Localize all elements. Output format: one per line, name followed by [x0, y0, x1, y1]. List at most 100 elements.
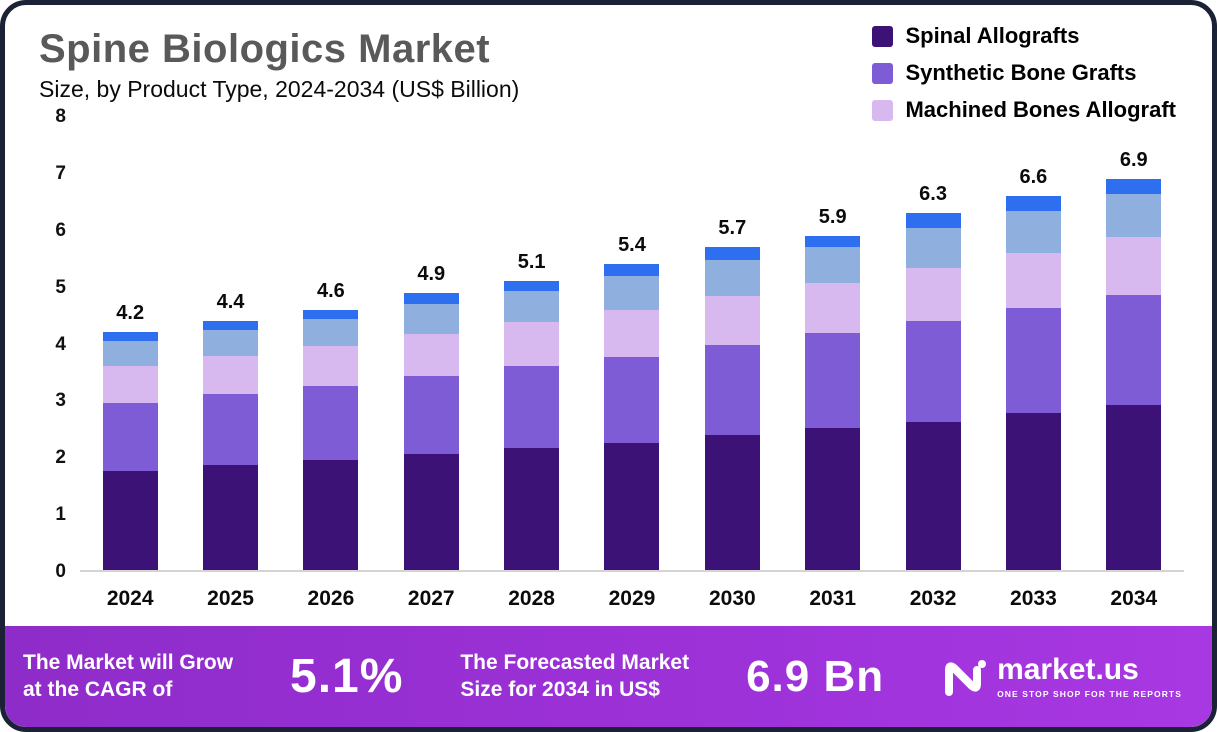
bar-segment — [203, 355, 259, 395]
legend-swatch — [872, 62, 894, 84]
bar-segment — [604, 310, 660, 357]
y-tick-label: 0 — [55, 561, 66, 582]
bar-column: 5.1 — [481, 117, 581, 570]
bar-segment — [704, 260, 760, 296]
y-tick-label: 3 — [55, 390, 66, 412]
x-axis: 2024 2025 2026 2027 2028 2029 2030 2031 2032 2033… — [80, 572, 1184, 626]
bar-segment — [303, 309, 359, 320]
bar-stack — [905, 213, 961, 570]
bar-segment — [905, 321, 961, 422]
bar-stack — [604, 264, 660, 570]
bar-segment — [102, 402, 158, 471]
x-tick-label: 2033 — [1010, 587, 1057, 610]
brand-tagline: ONE STOP SHOP FOR THE REPORTS — [997, 688, 1182, 699]
bar-column: 5.4 — [582, 117, 682, 570]
bar-column: 4.9 — [381, 117, 481, 570]
bar-segment — [504, 366, 560, 449]
bar-segment — [504, 448, 560, 570]
legend-item: Synthetic Bone Grafts — [872, 60, 1176, 86]
bar-segment — [504, 322, 560, 367]
x-tick-label: 2030 — [708, 587, 756, 610]
forecast-value: 6.9 Bn — [746, 651, 885, 701]
legend-label: Spinal Allografts — [905, 23, 1080, 48]
bar-segment — [1005, 252, 1061, 309]
x-tick-label: 2031 — [809, 587, 857, 610]
bar-segment — [403, 292, 459, 305]
footer-banner: The Market will Grow at the CAGR of 5.1%… — [5, 626, 1212, 727]
x-tick-label: 2025 — [207, 587, 254, 610]
bar-total-label: 4.6 — [316, 279, 345, 302]
bar-segment — [1106, 404, 1162, 570]
x-tick-label: 2029 — [608, 587, 656, 610]
bar-total-label: 5.1 — [517, 251, 546, 274]
bar-segment — [704, 295, 760, 345]
bar-column: 4.2 — [80, 117, 180, 570]
bar-segment — [303, 385, 359, 460]
bar-column: 6.3 — [883, 117, 983, 570]
bar-segment — [905, 213, 961, 229]
y-tick-label: 4 — [55, 333, 66, 355]
bar-segment — [1106, 237, 1162, 296]
bar-segment — [805, 333, 861, 429]
bar-segment — [102, 470, 158, 570]
forecast-text-line2: Size for 2034 in US$ — [460, 677, 660, 701]
bar-segment — [303, 319, 359, 347]
bar-stack — [704, 247, 760, 570]
cagr-value: 5.1% — [290, 650, 404, 703]
bar-stack — [403, 292, 459, 570]
bar-total-label: 6.9 — [1119, 149, 1148, 172]
bar-total-label: 5.7 — [718, 217, 747, 240]
bar-segment — [604, 276, 660, 311]
stacked-bar-chart: 0 1 2 3 4 5 6 7 8 4.2 4.4 4.6 4.9 5.1 5.4 5.7 5.9 6.3 6.6… — [5, 103, 1212, 582]
page-subtitle: Size, by Product Type, 2024-2034 (US$ Bi… — [39, 76, 520, 102]
bar-total-label: 4.9 — [417, 262, 446, 285]
bar-total-label: 5.9 — [818, 205, 847, 228]
bar-segment — [604, 442, 660, 570]
bar-segment — [203, 329, 259, 356]
bar-stack — [203, 320, 259, 570]
forecast-text: The Forecasted Market Size for 2034 in U… — [460, 650, 689, 703]
bar-segment — [704, 435, 760, 570]
bar-segment — [102, 332, 158, 341]
bar-segment — [604, 356, 660, 443]
bar-segment — [905, 421, 961, 570]
bar-segment — [303, 459, 359, 570]
marketus-logo-icon — [945, 659, 987, 696]
cagr-text-line1: The Market will Grow — [23, 651, 234, 675]
y-tick-label: 6 — [55, 219, 66, 241]
bar-total-label: 6.6 — [1019, 166, 1048, 189]
legend-label: Synthetic Bone Grafts — [905, 60, 1137, 85]
x-tick-label: 2027 — [407, 587, 455, 610]
bar-segment — [1005, 211, 1061, 253]
bar-total-label: 6.3 — [919, 183, 947, 206]
bar-segment — [403, 333, 459, 376]
x-tick-label: 2028 — [508, 587, 555, 610]
y-tick-label: 1 — [55, 504, 66, 526]
forecast-text-line1: The Forecasted Market — [460, 651, 690, 675]
legend: Spinal Allografts Synthetic Bone Grafts Ma… — [872, 23, 1176, 123]
bar-segment — [805, 235, 861, 248]
bar-segment — [704, 247, 760, 261]
chart-header: Spine Biologics Market Size, by Product … — [5, 5, 1212, 122]
bar-total-label: 5.4 — [618, 234, 646, 257]
bar-segment — [504, 291, 560, 323]
bar-column: 5.7 — [682, 117, 782, 570]
legend-item: Machined Bones Allograft — [872, 97, 1176, 123]
bar-segment — [1005, 413, 1061, 570]
bar-column: 6.6 — [983, 117, 1083, 570]
x-tick-label: 2034 — [1110, 587, 1158, 610]
bar-segment — [905, 228, 961, 268]
bar-column: 4.6 — [281, 117, 381, 570]
bar-segment — [1106, 194, 1162, 238]
bar-segment — [1005, 196, 1061, 212]
bar-segment — [203, 394, 259, 466]
bar-stack — [1106, 179, 1162, 570]
bar-column: 5.9 — [783, 117, 883, 570]
bar-segment — [102, 366, 158, 403]
page-title: Spine Biologics Market — [39, 27, 491, 71]
plot-area: 4.2 4.4 4.6 4.9 5.1 5.4 5.7 5.9 6.3 6.6 6.9 — [80, 117, 1184, 572]
bar-column: 6.9 — [1084, 117, 1184, 570]
bar-segment — [805, 283, 861, 334]
bar-segment — [203, 320, 259, 330]
